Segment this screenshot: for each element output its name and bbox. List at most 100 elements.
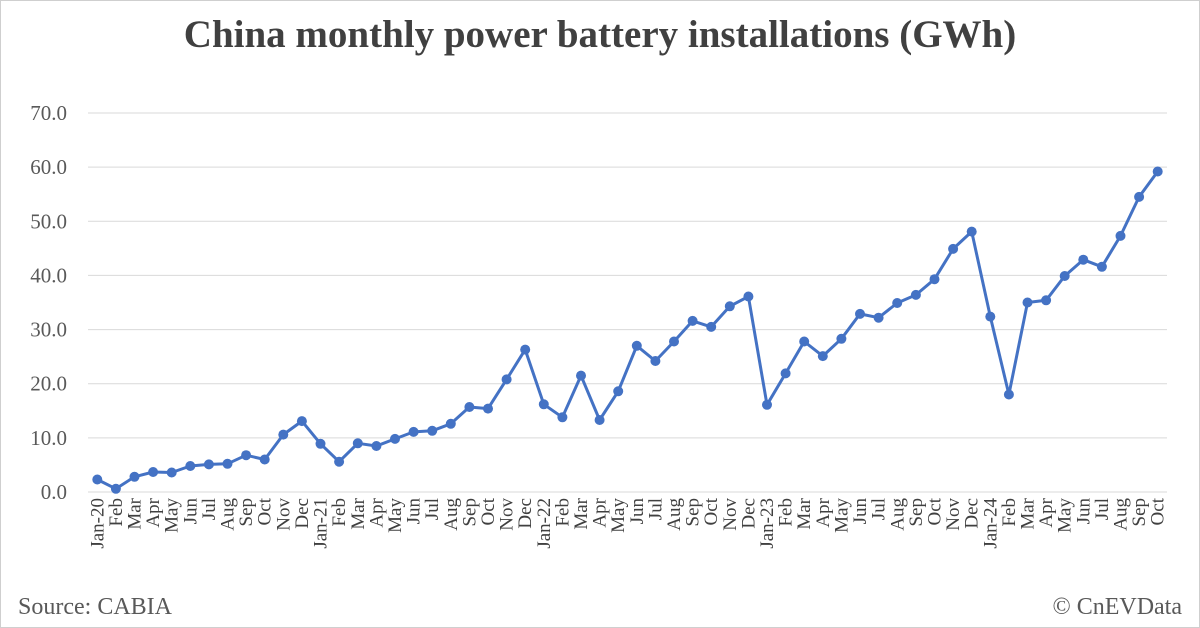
x-tick-label: Mar [571,497,592,529]
data-point [278,429,289,440]
x-tick-label: Jun [1073,498,1094,525]
x-tick-label: Jul [422,498,443,520]
x-tick-label: Jun [180,498,201,525]
data-point [1059,271,1070,281]
x-tick-label: May [1055,498,1076,533]
x-tick-label: Nov [720,498,741,531]
data-point [873,312,884,323]
x-tick-label: Feb [106,498,127,527]
x-tick-label: Jul [869,498,890,520]
data-point [1096,261,1107,272]
data-point [855,308,865,319]
data-point [1134,191,1145,202]
data-point [520,344,531,355]
x-tick-label: Jun [627,498,648,525]
data-point [483,403,493,414]
data-point [1041,295,1052,306]
y-tick-label: 70.0 [30,101,67,125]
x-tick-label: Oct [255,497,276,525]
data-point [427,425,438,436]
x-tick-label: Jul [1092,498,1113,520]
x-tick-label: Jun [404,498,425,525]
x-tick-label: May [608,498,629,533]
x-tick-label: Feb [776,498,797,527]
x-tick-label: May [162,498,183,533]
x-tick-label: Dec [292,498,313,529]
x-tick-label: Aug [887,498,908,531]
data-point [650,356,661,366]
x-tick-label: Sep [683,498,704,527]
y-tick-label: 0.0 [41,480,67,504]
data-point [241,450,252,461]
data-point [390,433,400,444]
data-point [408,426,419,437]
data-point [817,351,828,362]
data-point [352,438,363,449]
y-tick-label: 20.0 [30,372,67,396]
data-point [1022,297,1033,308]
data-point [110,483,121,494]
x-tick-label: Dec [515,498,536,529]
x-tick-label: Feb [552,498,573,527]
data-point [780,368,791,379]
x-tick-label: Dec [738,498,759,529]
x-tick-label: Sep [459,498,480,527]
x-tick-label: Apr [590,497,611,527]
data-point [92,474,103,485]
x-tick-label: Nov [273,498,294,531]
data-point [687,315,698,326]
x-tick-label: Nov [497,498,518,531]
x-tick-label: Sep [1129,498,1150,527]
x-tick-label: Jan-22 [534,498,555,549]
y-tick-label: 10.0 [30,426,67,450]
x-tick-label: Jan-23 [757,498,778,549]
x-tick-label: Aug [441,498,462,531]
data-point [315,438,326,449]
x-tick-label: Sep [236,498,257,527]
data-point [557,412,568,423]
data-point [296,416,307,427]
data-point [501,374,512,385]
data-point [985,311,996,322]
x-tick-label: Apr [143,497,164,527]
y-tick-label: 40.0 [30,263,67,287]
x-tick-label: Feb [999,498,1020,527]
x-tick-label: May [385,498,406,533]
x-tick-label: Dec [962,498,983,529]
data-point [594,415,605,425]
y-tick-label: 60.0 [30,155,67,179]
data-point [669,336,679,347]
x-tick-label: Mar [125,497,146,529]
data-point [1003,389,1014,400]
data-point [538,399,549,410]
y-tick-label: 50.0 [30,209,67,233]
data-point [1115,230,1126,241]
data-point [762,399,772,410]
series-line [96,170,1159,491]
x-tick-label: Mar [348,497,369,529]
data-point [631,340,642,351]
x-tick-label: Oct [1148,497,1169,525]
data-point [166,467,177,478]
data-point [613,386,624,397]
x-tick-label: Apr [1036,497,1057,527]
chart-title: China monthly power battery installation… [183,13,1017,56]
data-point [445,418,456,429]
x-tick-label: Mar [794,497,815,529]
x-tick-label: Jan-24 [980,498,1001,549]
data-point [334,456,345,467]
x-tick-label: Sep [906,498,927,527]
data-point [948,243,959,254]
data-point [910,289,921,300]
y-tick-label: 30.0 [30,318,67,342]
data-point [724,301,735,312]
x-tick-label: Aug [218,498,239,531]
data-point [892,298,903,308]
data-point [799,336,810,347]
x-tick-label: Oct [924,497,945,525]
x-tick-label: Apr [366,497,387,527]
x-tick-label: Mar [1017,497,1038,529]
x-tick-label: Jul [199,498,220,520]
